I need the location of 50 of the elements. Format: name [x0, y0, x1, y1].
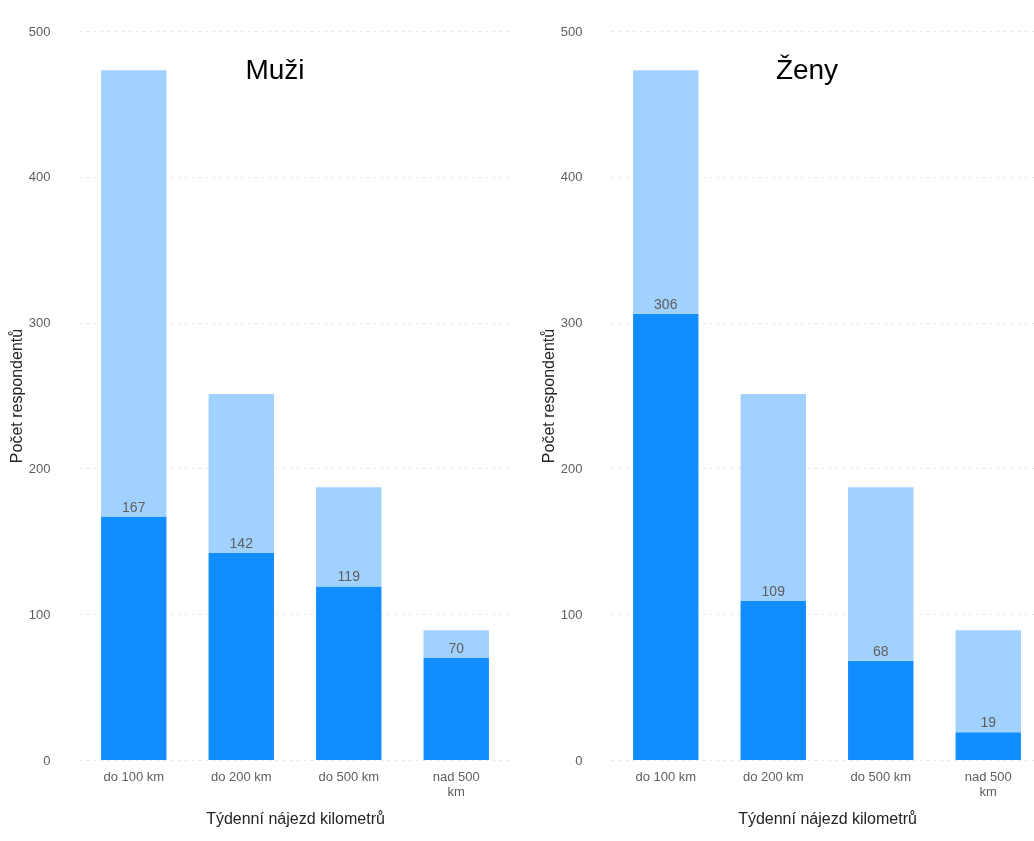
y-tick-label: 0	[575, 752, 583, 768]
y-axis-title: Počet respondentů	[7, 328, 25, 464]
y-tick-label: 100	[28, 606, 51, 622]
y-tick-label: 500	[560, 23, 583, 39]
bar	[848, 660, 914, 760]
x-axis-title: Týdenní nájezd kilometrů	[738, 809, 917, 827]
x-tick-label: do 100 km	[635, 768, 697, 784]
x-axis-title: Týdenní nájezd kilometrů	[206, 809, 385, 827]
bar	[316, 487, 382, 587]
data-label: 142	[229, 534, 254, 551]
bar	[101, 516, 167, 760]
x-tick-label: do 100 km	[103, 768, 165, 784]
bar	[740, 394, 806, 602]
y-tick-label: 0	[43, 752, 51, 768]
bar	[633, 313, 699, 760]
data-label: 70	[448, 639, 465, 656]
bar	[740, 601, 806, 760]
y-tick-label: 200	[560, 460, 583, 476]
y-tick-label: 400	[28, 169, 51, 185]
data-label: 19	[980, 714, 997, 731]
data-label: 167	[122, 498, 146, 515]
bar	[423, 657, 489, 760]
y-tick-label: 300	[28, 315, 51, 331]
x-tick-label: do 500 km	[850, 768, 912, 784]
bar	[316, 586, 382, 760]
text: Muži	[245, 54, 305, 85]
y-tick-label: 200	[28, 460, 51, 476]
data-label: 119	[337, 568, 361, 585]
bar	[208, 394, 274, 553]
y-tick-label: 300	[560, 315, 583, 331]
bar	[423, 630, 489, 658]
x-tick-label: nad 500 km	[964, 768, 1012, 799]
x-tick-label: do 500 km	[318, 768, 380, 784]
y-tick-label: 100	[560, 606, 583, 622]
bar	[101, 70, 167, 517]
bar	[633, 70, 699, 314]
x-tick-label: do 200 km	[210, 768, 272, 784]
bar	[955, 732, 1021, 760]
y-axis-title: Počet respondentů	[539, 328, 557, 464]
y-tick-label: 400	[560, 169, 583, 185]
bar	[848, 487, 914, 661]
data-label: 68	[872, 642, 889, 659]
x-tick-label: nad 500 km	[432, 768, 480, 799]
data-label: 306	[654, 295, 678, 312]
text: Ženy	[775, 54, 839, 85]
y-tick-label: 500	[28, 23, 51, 39]
bar	[955, 630, 1021, 733]
bar	[208, 552, 274, 760]
data-label: 109	[761, 583, 786, 600]
x-tick-label: do 200 km	[742, 768, 804, 784]
